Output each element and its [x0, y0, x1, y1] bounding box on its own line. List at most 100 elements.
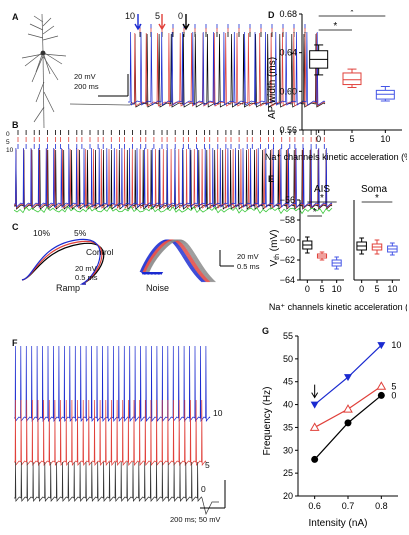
trace-f-0: [14, 461, 203, 502]
trace-5: [132, 32, 326, 107]
g-point-10: [377, 342, 386, 350]
g-y-tick-label: 35: [283, 422, 293, 432]
d-x-tick-label: 5: [349, 134, 354, 144]
trace-b-5: [14, 148, 333, 209]
e-ais-significance-star: *: [313, 207, 317, 218]
stim-label-0: 0: [178, 11, 184, 21]
d-significance-star: *: [350, 10, 354, 18]
chart-g: Frequency (Hz) 20 25 30 35 40 45 50 55 0.6 0.7 0.8…: [262, 331, 401, 529]
g-y-tick-label: 45: [283, 377, 293, 387]
stim-raster-row: [139, 28, 306, 33]
g-y-tick-label: 50: [283, 354, 293, 364]
trace-control: [132, 33, 326, 108]
y-axis-label-d: AP width (ms): [267, 57, 278, 119]
arrow-down-icon: [311, 384, 319, 399]
g-point-0: [344, 419, 352, 427]
curve-label-5: 5%: [74, 228, 87, 238]
panel-a-traces: [70, 14, 326, 108]
baseline-trace: [70, 101, 133, 106]
arrow-down-icon: [158, 14, 166, 31]
trace-b-control: [14, 149, 333, 210]
d-x-tick-label: 0: [316, 134, 321, 144]
panel-label-b: B: [12, 120, 19, 130]
panel-b-traces: [14, 130, 333, 215]
e-ais-significance-star: *: [320, 193, 324, 204]
spike-raster-row: [17, 144, 325, 149]
d-significance-star: *: [333, 21, 337, 32]
y-axis-label-g: Frequency (Hz): [262, 387, 273, 456]
noise-current-trace: [14, 205, 333, 215]
g-y-tick-label: 20: [283, 491, 293, 501]
x-axis-label-g: Intensity (nA): [309, 518, 368, 529]
noise-ap-waveform: [148, 239, 216, 283]
d-x-tick-label: 10: [380, 134, 390, 144]
g-y-tick-label: 25: [283, 468, 293, 478]
neuron-morphology: [21, 13, 67, 129]
g-point-5: [376, 381, 387, 390]
g-point-10: [344, 374, 352, 382]
e-ais-x-tick-label: 10: [332, 284, 342, 294]
stim-label-10: 10: [125, 11, 136, 21]
d-y-tick-label: 0.64: [279, 48, 297, 58]
arrow-down-icon: [182, 14, 190, 31]
e-soma-significance-star: *: [375, 193, 379, 204]
scale-label-mv: 20 mV: [74, 72, 96, 81]
chart-d: AP width (ms) 0.56 0.60 0.64 0.68 0 5 10 * * Na⁺…: [265, 10, 407, 162]
trace-10: [128, 31, 326, 106]
e-soma-x-tick-label: 0: [359, 284, 364, 294]
arrow-down-icon: [134, 14, 142, 31]
panel-label-g: G: [262, 326, 270, 336]
ramp-ap-waveform: [21, 238, 101, 285]
scale-label-f: 200 ms; 50 mV: [170, 515, 221, 524]
e-ais-y-tick-label: −60: [280, 235, 295, 245]
g-x-tick-label: 0.7: [342, 501, 355, 511]
e-ais-y-tick-label: −58: [280, 215, 295, 225]
row-label-5: 5: [6, 139, 10, 146]
x-axis-label-e: Na⁺ channels kinetic acceleration (%): [269, 302, 407, 312]
curve-label-control: Control: [86, 247, 114, 257]
scale-label-mv-c1: 20 mV: [75, 264, 97, 273]
noise-label: Noise: [146, 283, 170, 293]
panel-label-f: F: [12, 338, 18, 348]
g-x-tick-label: 0.6: [308, 501, 321, 511]
g-point-0: [377, 391, 385, 399]
trace-f-0-tail: [201, 497, 219, 516]
panel-label-a: A: [12, 12, 19, 22]
ramp-ap-waveform: [21, 240, 103, 285]
curve-label-10: 10%: [33, 228, 51, 238]
x-axis-label-d: Na⁺ channels kinetic acceleration (%): [265, 152, 407, 162]
e-ais-x-tick-label: 5: [319, 284, 324, 294]
e-soma-x-tick-label: 10: [387, 284, 397, 294]
threshold-markers: [141, 272, 164, 275]
g-y-tick-label: 55: [283, 331, 293, 341]
row-label-10: 10: [6, 147, 14, 154]
row-label-0: 0: [6, 131, 10, 138]
g-series-label-5: 5: [391, 381, 396, 391]
g-series-label-10: 10: [391, 340, 401, 350]
subtitle-ais: AIS: [314, 184, 330, 195]
trace-f-10: [14, 345, 211, 423]
g-x-tick-label: 0.8: [375, 501, 388, 511]
spike-raster-row: [17, 130, 325, 135]
g-series-label-0: 0: [391, 390, 396, 400]
g-point-0: [311, 455, 319, 463]
scale-label-ms: 200 ms: [74, 82, 99, 91]
g-point-5: [343, 404, 353, 413]
e-soma-x-tick-label: 5: [374, 284, 379, 294]
d-y-tick-label: 0.68: [279, 10, 297, 19]
panel-label-e: E: [268, 174, 275, 184]
trace-label-5: 5: [205, 460, 210, 470]
panel-c-waveforms: [21, 238, 234, 285]
y-axis-label-e-unit: (mV): [269, 230, 280, 254]
trace-f-5: [14, 399, 207, 466]
g-point-5: [309, 422, 320, 431]
scale-label-ms-c2: 0.5 ms: [237, 262, 260, 271]
d-y-tick-label: 0.60: [279, 86, 297, 96]
trace-label-10: 10: [213, 408, 223, 418]
panel-f-traces: [14, 345, 226, 516]
scale-label-ms-c1: 0.5 ms: [75, 273, 98, 282]
spike-raster-row: [17, 137, 325, 142]
scale-label-mv-c2: 20 mV: [237, 252, 259, 261]
panel-label-d: D: [268, 10, 275, 20]
panel-label-c: C: [12, 222, 19, 232]
